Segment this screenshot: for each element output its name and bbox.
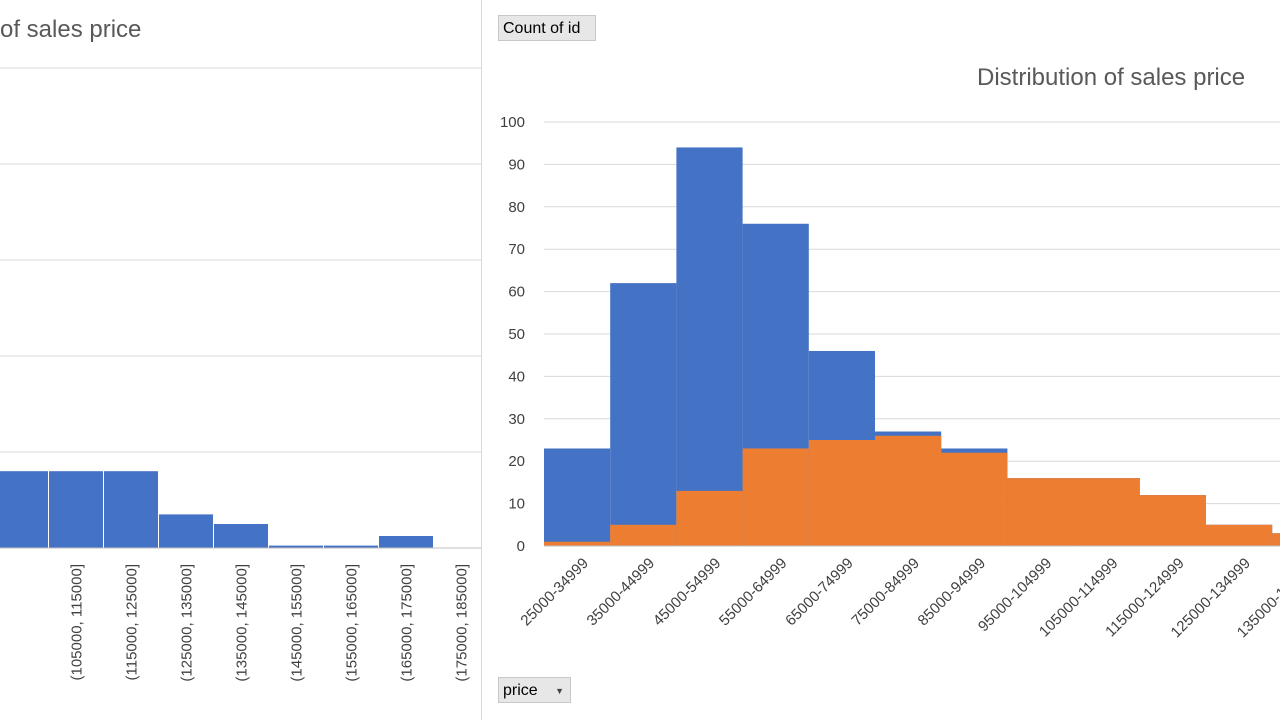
left-x-tick-label: (145000, 155000] <box>289 564 306 682</box>
right-bar-series2 <box>1139 495 1206 546</box>
right-x-tick-label: 55000-64999 <box>716 555 791 630</box>
right-bar-series2 <box>1206 524 1273 546</box>
left-bar <box>214 524 268 548</box>
left-x-tick-label: (165000, 175000] <box>399 564 416 682</box>
right-bar-series1 <box>676 147 743 546</box>
count-of-id-field-button[interactable]: Count of id <box>498 15 596 41</box>
right-bar-series2 <box>676 490 743 546</box>
right-y-tick-label: 80 <box>508 199 525 216</box>
left-chart-panel: of sales price (105000, 115000] (115000, … <box>0 0 481 720</box>
right-y-tick-label: 50 <box>508 326 525 343</box>
left-x-tick-label: (155000, 165000] <box>344 564 361 682</box>
right-x-tick-label: 25000-34999 <box>517 555 592 630</box>
right-bar-series2 <box>1272 533 1280 546</box>
right-y-tick-label: 90 <box>508 156 525 173</box>
right-bar-series2 <box>1073 478 1140 546</box>
right-chart-plot: 0 10 20 30 40 50 60 70 80 90 100 25000-3499935000-4… <box>500 114 1280 641</box>
left-chart-plot: (105000, 115000] (115000, 125000] (125000,… <box>0 67 481 682</box>
price-field-button[interactable]: price ▼ <box>498 677 571 703</box>
right-bar-series2 <box>1007 478 1074 546</box>
right-y-tick-label: 60 <box>508 284 525 301</box>
left-x-tick-label: (115000, 125000] <box>124 564 141 681</box>
right-bar-series1 <box>544 448 611 546</box>
dropdown-arrow-icon: ▼ <box>555 686 564 696</box>
right-y-tick-label: 30 <box>508 411 525 428</box>
left-bar <box>379 536 433 548</box>
right-chart-panel: 0 10 20 30 40 50 60 70 80 90 100 25000-34999 35000-4… <box>481 0 1280 720</box>
right-bar-series2 <box>544 541 611 546</box>
right-bar-series2 <box>610 524 677 546</box>
right-chart-title: Distribution of sales price <box>977 64 1246 91</box>
price-field-label: price <box>503 682 538 699</box>
right-y-tick-label: 10 <box>508 496 525 513</box>
right-x-tick-label: 65000-74999 <box>782 555 857 630</box>
right-y-tick-label: 40 <box>508 368 525 385</box>
left-x-tick-label: (135000, 145000] <box>234 564 251 682</box>
left-bar <box>324 545 378 548</box>
right-bar-series2 <box>742 448 809 546</box>
right-x-tick-label: 35000-44999 <box>584 555 659 630</box>
right-y-tick-label: 20 <box>508 453 525 470</box>
right-bar-series2 <box>808 440 875 546</box>
left-bar <box>49 471 103 548</box>
left-x-tick-label: (105000, 115000] <box>69 564 86 681</box>
left-bar <box>269 545 323 548</box>
right-x-tick-label: 85000-94999 <box>915 555 990 630</box>
right-bar-series2 <box>941 452 1008 546</box>
right-bar-series1 <box>610 283 677 546</box>
right-y-tick-label: 0 <box>517 538 525 555</box>
right-x-tick-label: 75000-84999 <box>848 555 923 630</box>
left-x-tick-label: (125000, 135000] <box>179 564 196 682</box>
left-x-tick-label: (175000, 185000] <box>454 564 471 682</box>
left-bar <box>104 471 158 548</box>
right-y-tick-label: 70 <box>508 241 525 258</box>
left-bar <box>159 514 213 548</box>
right-y-tick-label: 100 <box>500 114 525 131</box>
left-bar <box>0 471 48 548</box>
left-chart-title: of sales price <box>0 16 142 43</box>
right-x-tick-label: 45000-54999 <box>650 555 725 630</box>
right-bar-series2 <box>875 435 942 546</box>
